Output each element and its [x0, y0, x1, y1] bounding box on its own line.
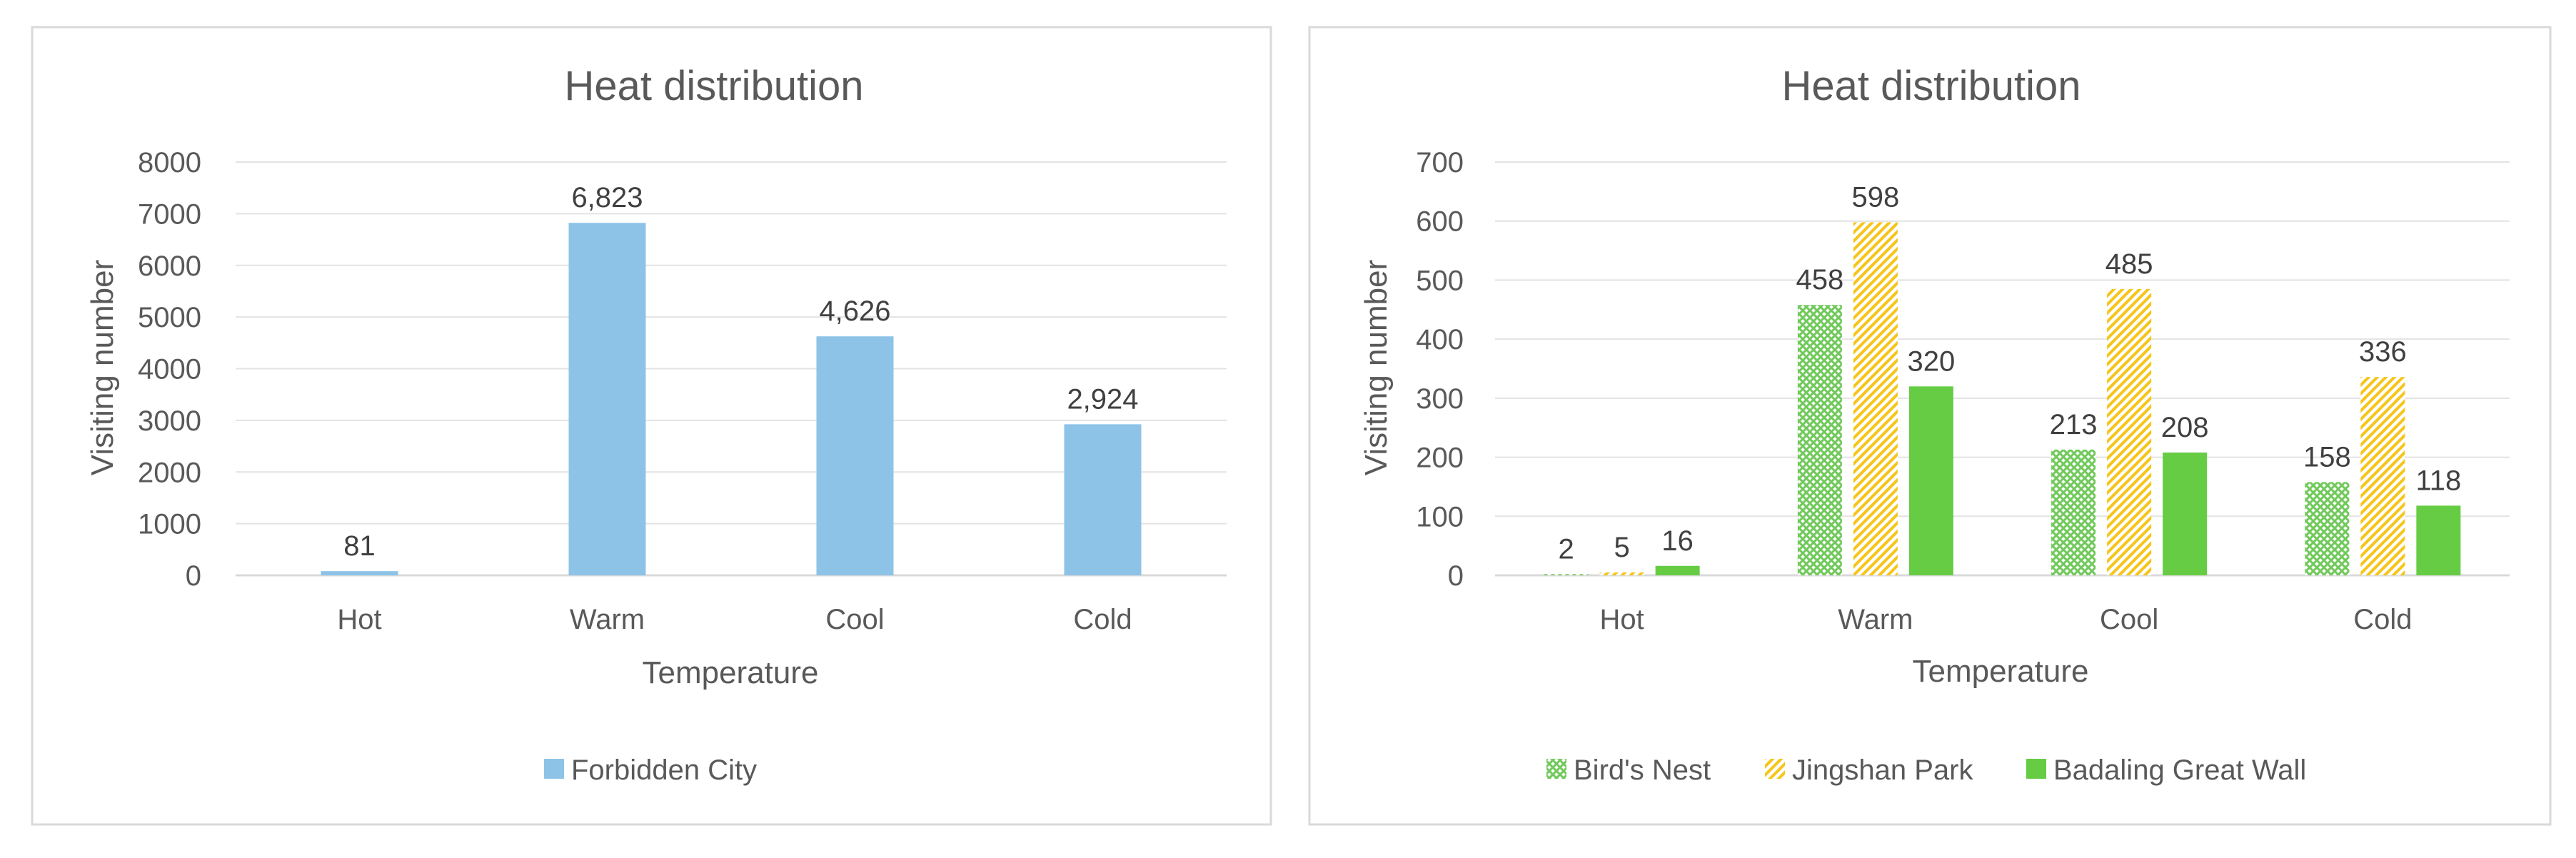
- y-tick-label: 100: [1416, 501, 1464, 533]
- legend-label-badaling-great-wall: Badaling Great Wall: [2053, 754, 2306, 786]
- data-label: 16: [1661, 525, 1694, 557]
- bar-bird-s-nest-warm: [1797, 305, 1842, 575]
- legend-swatch-jingshan-park: [1765, 759, 1785, 779]
- legend-label-bird-s-nest: Bird's Nest: [1574, 754, 1711, 786]
- data-label: 5: [1614, 532, 1630, 563]
- y-tick-label: 0: [1448, 560, 1464, 592]
- data-label: 2,924: [1067, 383, 1138, 415]
- bar-forbidden-city-cold: [1064, 424, 1142, 575]
- chart-panel-three-sites: Heat distribution 0 100 200 300 400 500 600 700…: [1307, 0, 2576, 858]
- bar-badaling-great-wall-warm: [1908, 386, 1953, 575]
- y-tick-label: 500: [1416, 265, 1464, 296]
- x-axis-label: Temperature: [642, 655, 818, 690]
- bar-jingshan-park-cold: [2360, 377, 2405, 575]
- chart-svg-three-sites: Heat distribution 0 100 200 300 400 500 600 700…: [1308, 26, 2552, 826]
- data-label: 81: [343, 530, 376, 562]
- y-tick-label: 400: [1416, 324, 1464, 355]
- data-label: 4,626: [819, 296, 890, 327]
- bar-bird-s-nest-cold: [2305, 482, 2350, 575]
- y-axis-label: Visiting number: [85, 260, 120, 475]
- y-tick-label: 0: [186, 560, 201, 592]
- y-tick-label: 7000: [138, 198, 201, 230]
- y-tick-label: 5000: [138, 302, 201, 333]
- bar-forbidden-city-warm: [568, 223, 646, 575]
- y-tick-label: 8000: [138, 147, 201, 178]
- legend-label-forbidden-city: Forbidden City: [571, 754, 757, 786]
- y-tick-label: 600: [1416, 206, 1464, 238]
- data-label: 320: [1908, 345, 1956, 377]
- data-label: 458: [1796, 264, 1844, 296]
- bar-bird-s-nest-hot: [1544, 574, 1589, 575]
- x-tick-label: Hot: [337, 604, 381, 635]
- y-tick-label: 6000: [138, 251, 201, 282]
- y-tick-label: 3000: [138, 405, 201, 437]
- bar-jingshan-park-warm: [1853, 222, 1898, 575]
- bar-badaling-great-wall-cold: [2416, 505, 2461, 575]
- bar-bird-s-nest-cool: [2051, 449, 2096, 575]
- bar-forbidden-city-cool: [816, 336, 894, 575]
- y-tick-label: 700: [1416, 147, 1464, 178]
- x-tick-label: Cold: [2353, 604, 2412, 635]
- y-tick-label: 4000: [138, 354, 201, 385]
- x-axis-label: Temperature: [1912, 654, 2088, 689]
- data-label: 485: [2105, 248, 2153, 280]
- bar-jingshan-park-hot: [1599, 572, 1644, 575]
- data-label: 213: [2050, 409, 2098, 440]
- data-label: 208: [2161, 412, 2209, 443]
- chart-svg-forbidden-city: Heat distribution 0 1000 2000 3000 4000 5000 6…: [31, 26, 1272, 826]
- x-tick-label: Warm: [1838, 604, 1913, 635]
- y-axis-label: Visiting number: [1359, 260, 1394, 475]
- data-label: 6,823: [571, 182, 643, 213]
- chart-panel-forbidden-city: Heat distribution 0 1000 2000 3000 4000 5000 6…: [0, 0, 1278, 858]
- x-tick-label: Cool: [825, 604, 884, 635]
- bar-badaling-great-wall-cool: [2163, 452, 2208, 575]
- legend-label-jingshan-park: Jingshan Park: [1792, 754, 1973, 786]
- x-tick-label: Cold: [1073, 604, 1132, 635]
- y-tick-label: 200: [1416, 443, 1464, 474]
- x-tick-label: Warm: [570, 604, 645, 635]
- bar-badaling-great-wall-hot: [1655, 565, 1700, 575]
- x-tick-label: Hot: [1600, 604, 1644, 635]
- data-label: 336: [2359, 336, 2407, 368]
- chart-title: Heat distribution: [564, 63, 863, 109]
- data-label: 2: [1559, 533, 1574, 565]
- legend-swatch-badaling-great-wall: [2026, 759, 2046, 779]
- legend-swatch-bird-s-nest: [1546, 759, 1566, 779]
- data-label: 118: [2415, 465, 2461, 496]
- chart-title: Heat distribution: [1781, 63, 2081, 109]
- bar-forbidden-city-hot: [321, 571, 398, 575]
- data-label: 598: [1852, 181, 1900, 213]
- y-tick-label: 300: [1416, 383, 1464, 415]
- y-tick-label: 2000: [138, 457, 201, 488]
- data-label: 158: [2303, 441, 2351, 473]
- x-tick-label: Cool: [2100, 604, 2158, 635]
- y-tick-label: 1000: [138, 509, 201, 540]
- legend-swatch-forbidden-city: [544, 759, 564, 779]
- bar-jingshan-park-cool: [2107, 288, 2152, 575]
